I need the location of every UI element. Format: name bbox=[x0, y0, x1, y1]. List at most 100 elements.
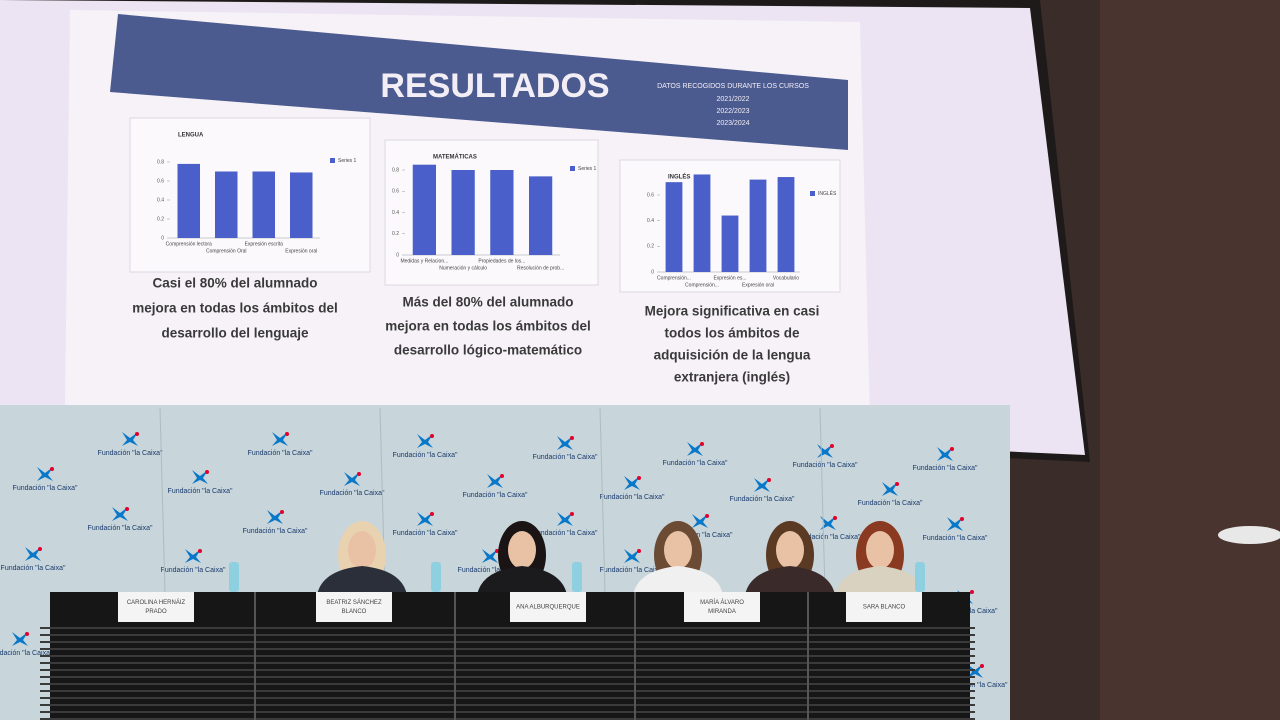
logo-star bbox=[267, 510, 283, 524]
logo-dot bbox=[960, 517, 964, 521]
slide-header bbox=[110, 14, 848, 150]
y-tick-label: 0.6 bbox=[647, 192, 654, 198]
name-card bbox=[118, 592, 194, 622]
legend-swatch bbox=[330, 158, 335, 163]
logo-dot bbox=[198, 549, 202, 553]
bar bbox=[693, 174, 711, 272]
bar bbox=[777, 177, 795, 272]
caption: todos los ámbitos de bbox=[664, 326, 800, 341]
bar bbox=[529, 176, 553, 255]
logo-text: Fundación "la Caixa" bbox=[0, 650, 53, 657]
name-card-text: MIRANDA bbox=[708, 609, 736, 615]
bar bbox=[451, 170, 475, 255]
chart-title: LENGUA bbox=[178, 133, 204, 139]
bar bbox=[665, 182, 683, 272]
name-card-text: MARÍA ÁLVARO bbox=[700, 599, 744, 606]
logo-dot bbox=[205, 470, 209, 474]
y-tick-label: 0.4 bbox=[647, 218, 654, 224]
logo-dot bbox=[950, 447, 954, 451]
legend-label: Series 1 bbox=[578, 166, 597, 172]
logo-star bbox=[947, 517, 963, 531]
logo-dot bbox=[570, 436, 574, 440]
logo-text: Fundación "la Caixa" bbox=[793, 462, 858, 469]
chart-frame bbox=[129, 117, 371, 273]
logo-dot bbox=[50, 467, 54, 471]
caption: Mejora significativa en casi bbox=[645, 304, 820, 319]
logo-text: Fundación "la Caixa" bbox=[168, 488, 233, 495]
x-tick-label: Comprensión Oral bbox=[206, 248, 247, 254]
y-tick-label: 0.6 bbox=[392, 189, 399, 195]
logo-text: Fundación "la Caixa" bbox=[243, 528, 308, 535]
bar bbox=[215, 171, 238, 238]
logo-star bbox=[487, 474, 503, 488]
panel-seam bbox=[159, 407, 166, 593]
name-card-text: CAROLINA HERNÁIZ bbox=[127, 599, 186, 606]
torso bbox=[317, 566, 407, 595]
logo-text: Fundación "la Caixa" bbox=[858, 500, 923, 507]
side-wall bbox=[1100, 0, 1280, 720]
charts: LENGUA Series 1 0 0.2 0.4 0.6 0.8 Comprensión l… bbox=[129, 117, 841, 385]
logo-text: Fundación "la Caixa" bbox=[161, 567, 226, 574]
x-tick-label: Medidas y Relacion... bbox=[400, 258, 448, 264]
x-tick-label: Vocabulario bbox=[773, 275, 799, 281]
y-tick-label: 0.4 bbox=[392, 210, 399, 216]
y-tick-label: 0 bbox=[651, 269, 654, 275]
logo-text: Fundación "la Caixa" bbox=[393, 530, 458, 537]
legend-swatch bbox=[570, 166, 575, 171]
y-tick-label: 0 bbox=[161, 235, 164, 241]
y-tick-label: 0.2 bbox=[647, 244, 654, 250]
logo-dot bbox=[570, 512, 574, 516]
y-tick-label: 0.2 bbox=[392, 231, 399, 237]
logo-dot bbox=[500, 474, 504, 478]
logo-text: Fundación "la Caixa" bbox=[88, 525, 153, 532]
caption: desarrollo lógico-matemático bbox=[394, 343, 582, 358]
torso bbox=[745, 566, 835, 595]
logo-star bbox=[624, 549, 640, 563]
logo-star bbox=[344, 472, 360, 486]
x-tick-label: Expresión oral bbox=[742, 282, 774, 288]
logo-text: Fundación "la Caixa" bbox=[796, 534, 861, 541]
logo-text: Fundación "la Caixa" bbox=[923, 535, 988, 542]
logo-dot bbox=[280, 510, 284, 514]
lamp bbox=[1218, 526, 1280, 544]
year: 2022/2023 bbox=[716, 108, 749, 115]
logo-dot bbox=[495, 549, 499, 553]
name-card-text: BEATRIZ SÁNCHEZ bbox=[326, 599, 382, 606]
logo-text: Fundación "la Caixa" bbox=[600, 494, 665, 501]
bar bbox=[721, 215, 739, 272]
slide-subtitle: DATOS RECOGIDOS DURANTE LOS CURSOS bbox=[657, 83, 809, 90]
logo-text: Fundación "la Caixa" bbox=[943, 682, 1008, 689]
logo-star bbox=[112, 507, 128, 521]
x-tick-label: Comprensión lectora bbox=[166, 241, 212, 247]
logo-star bbox=[417, 512, 433, 526]
panel-seam bbox=[599, 407, 606, 593]
logo-star bbox=[272, 432, 288, 446]
logo-text: Fundación "la Caixa" bbox=[248, 450, 313, 457]
logo-dot bbox=[285, 432, 289, 436]
bottle bbox=[431, 562, 441, 592]
logo-star bbox=[25, 547, 41, 561]
logo-text: Fundación "la Caixa" bbox=[13, 485, 78, 492]
logo-dot bbox=[430, 434, 434, 438]
x-tick-label: Numeración y cálculo bbox=[439, 265, 487, 271]
face bbox=[664, 531, 692, 569]
panel-seam bbox=[819, 407, 826, 593]
y-tick-label: 0.4 bbox=[157, 197, 164, 203]
logo-text: Fundación "la Caixa" bbox=[533, 530, 598, 537]
name-card bbox=[316, 592, 392, 622]
x-tick-label: Resolución de prob... bbox=[517, 265, 564, 271]
logo-text: Fundación "la Caixa" bbox=[730, 496, 795, 503]
logos: Fundación "la Caixa" Fundación "la Caixa"… bbox=[0, 407, 1008, 689]
name-card-text: ANA ALBURQUERQUE bbox=[516, 605, 580, 611]
y-tick-label: 0.8 bbox=[392, 167, 399, 173]
x-tick-label: Propiedades de los... bbox=[478, 258, 525, 264]
logo-star bbox=[754, 478, 770, 492]
legend-swatch bbox=[810, 191, 815, 196]
y-tick-label: 0 bbox=[396, 252, 399, 258]
logo-text: Fundación "la Caixa" bbox=[458, 567, 523, 574]
year: 2023/2024 bbox=[716, 120, 749, 127]
logo-star bbox=[692, 514, 708, 528]
logo-dot bbox=[637, 476, 641, 480]
table-stripes bbox=[40, 592, 975, 720]
